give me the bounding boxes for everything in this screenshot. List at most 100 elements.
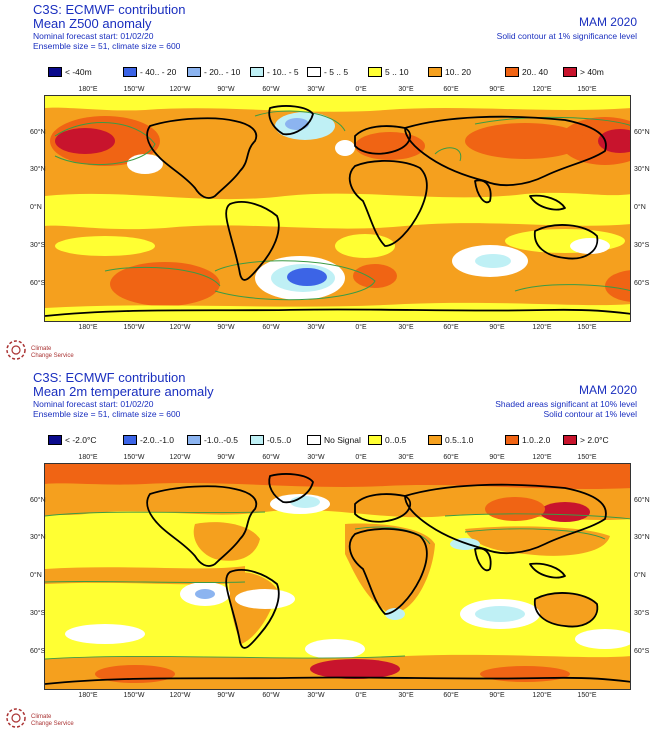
copernicus-logo	[4, 706, 30, 735]
legend-swatch	[428, 67, 442, 77]
legend-swatch	[563, 67, 577, 77]
lon-label: 60°W	[262, 454, 280, 461]
legend-swatch	[187, 67, 201, 77]
legend-swatch	[307, 435, 321, 445]
panel-header: C3S: ECMWF contribution Mean Z500 anomal…	[0, 0, 655, 60]
map-canvas	[45, 96, 630, 321]
legend-swatch	[48, 67, 62, 77]
copernicus-logo-icon	[6, 340, 26, 360]
lat-label-60n-right: 60°N	[634, 129, 650, 136]
lon-label: 30°E	[398, 692, 414, 699]
lon-label: 30°W	[307, 86, 325, 93]
lon-label: 60°E	[443, 454, 459, 461]
lon-label: 150°E	[577, 324, 597, 331]
legend-item: No Signal	[307, 434, 361, 446]
logo-name-line1: Climate	[31, 346, 52, 352]
legend-swatch	[563, 435, 577, 445]
legend-swatch	[505, 67, 519, 77]
lon-label: 150°W	[123, 692, 145, 699]
legend-item: - 10.. - 5	[250, 66, 299, 78]
legend-item: -0.5..0	[250, 434, 291, 446]
legend-item: 1.0..2.0	[505, 434, 550, 446]
panel-variable-title: Mean Z500 anomaly	[33, 16, 152, 31]
legend-label: -1.0..-0.5	[204, 435, 239, 445]
legend-swatch	[48, 435, 62, 445]
lon-label: 60°E	[443, 692, 459, 699]
lon-label: 0°E	[355, 86, 367, 93]
significance-note: Shaded areas significant at 10% level	[495, 399, 637, 409]
lon-label: 30°E	[398, 324, 414, 331]
legend-item: 5 .. 10	[368, 66, 409, 78]
season-label: MAM 2020	[578, 15, 637, 29]
lon-label: 120°E	[532, 86, 552, 93]
legend-swatch	[307, 67, 321, 77]
copernicus-logo	[4, 338, 30, 367]
legend-label: > 2.0°C	[580, 435, 609, 445]
lon-label: 90°E	[489, 692, 505, 699]
lon-label: 150°W	[123, 324, 145, 331]
longitude-labels-bottom: 180°E 150°W 120°W 90°W 60°W 30°W 0°E 30°E 60°E 90…	[0, 692, 655, 702]
lon-label: 90°E	[489, 86, 505, 93]
lon-label: 120°W	[169, 86, 191, 93]
legend-swatch	[505, 435, 519, 445]
lat-label-30s-left: 30°S	[30, 242, 46, 249]
legend-item: - 40.. - 20	[123, 66, 176, 78]
lon-label: 180°E	[78, 324, 98, 331]
lon-label: 30°W	[307, 324, 325, 331]
t2m-panel: C3S: ECMWF contribution Mean 2m temperat…	[0, 368, 655, 738]
legend-item: 0..0.5	[368, 434, 406, 446]
lat-label-30n-right: 30°N	[634, 534, 650, 541]
lat-label-60s-left: 60°S	[30, 648, 46, 655]
legend-item: < -40m	[48, 66, 92, 78]
longitude-labels-top: 180°E 150°W 120°W 90°W 60°W 30°W 0°E 30°E 60°E 90…	[0, 454, 655, 464]
legend-label: - 5 .. 5	[324, 67, 349, 77]
legend-item: - 20.. - 10	[187, 66, 240, 78]
legend-swatch	[250, 435, 264, 445]
legend-label: -0.5..0	[267, 435, 292, 445]
lon-label: 90°W	[217, 86, 235, 93]
season-label: MAM 2020	[578, 383, 637, 397]
lat-label-60s-left: 60°S	[30, 280, 46, 287]
lat-label-30n-right: 30°N	[634, 166, 650, 173]
color-legend: < -2.0°C -2.0..-1.0 -1.0..-0.5 -0.5..0 No Si…	[0, 434, 655, 448]
lat-label-30s-right: 30°S	[634, 610, 650, 617]
lat-label-30s-left: 30°S	[30, 610, 46, 617]
legend-item: 0.5..1.0	[428, 434, 473, 446]
legend-label: > 40m	[580, 67, 604, 77]
lon-label: 90°W	[217, 324, 235, 331]
lon-label: 120°W	[169, 454, 191, 461]
lon-label: 60°W	[262, 692, 280, 699]
lon-label: 60°E	[443, 86, 459, 93]
lon-label: 180°E	[78, 454, 98, 461]
lon-label: 90°W	[217, 454, 235, 461]
lon-label: 120°W	[169, 692, 191, 699]
lat-label-60n-left: 60°N	[30, 129, 46, 136]
lat-label-60s-right: 60°S	[634, 280, 650, 287]
lat-label-0n-right: 0°N	[634, 204, 646, 211]
legend-swatch	[250, 67, 264, 77]
lon-label: 30°W	[307, 692, 325, 699]
longitude-labels-top: 180°E 150°W 120°W 90°W 60°W 30°W 0°E 30°E 60°E 90…	[0, 86, 655, 96]
lat-label-60n-left: 60°N	[30, 497, 46, 504]
panel-variable-title: Mean 2m temperature anomaly	[33, 384, 214, 399]
legend-swatch	[187, 435, 201, 445]
legend-label: No Signal	[324, 435, 361, 445]
lon-label: 60°W	[262, 324, 280, 331]
legend-item: > 40m	[563, 66, 604, 78]
lon-label: 120°E	[532, 692, 552, 699]
lat-label-60s-right: 60°S	[634, 648, 650, 655]
legend-label: 20.. 40	[522, 67, 548, 77]
legend-swatch	[123, 67, 137, 77]
legend-item: - 5 .. 5	[307, 66, 348, 78]
lon-label: 150°W	[123, 454, 145, 461]
logo-name-line1: Climate	[31, 714, 52, 720]
lon-label: 180°E	[78, 86, 98, 93]
lon-label: 150°W	[123, 86, 145, 93]
lat-label-0n-right: 0°N	[634, 572, 646, 579]
lon-label: 120°E	[532, 454, 552, 461]
lon-label: 30°E	[398, 86, 414, 93]
legend-item: > 2.0°C	[563, 434, 609, 446]
legend-label: - 10.. - 5	[267, 67, 299, 77]
ensemble-size: Ensemble size = 51, climate size = 600	[33, 409, 181, 419]
z500-panel: C3S: ECMWF contribution Mean Z500 anomal…	[0, 0, 655, 367]
